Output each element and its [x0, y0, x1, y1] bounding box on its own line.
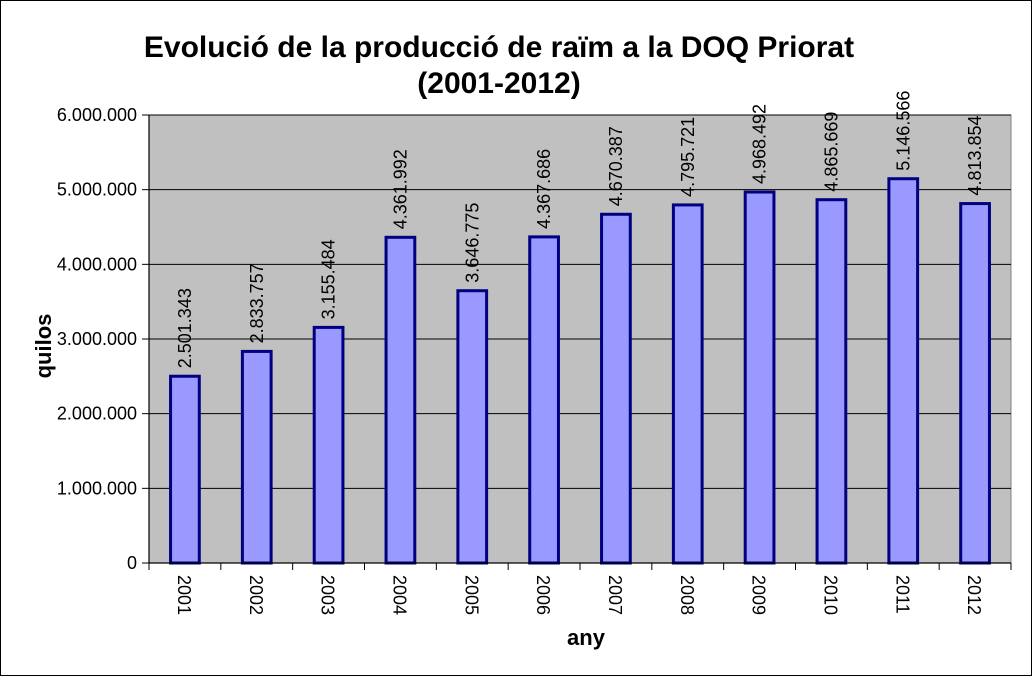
data-label-2007: 4.670.387 — [606, 126, 626, 206]
bars — [169, 177, 991, 565]
bar-2004 — [384, 235, 417, 565]
x-tick-label: 2004 — [389, 575, 409, 615]
x-tick-label: 2002 — [246, 575, 266, 615]
x-tick-label: 2007 — [605, 575, 625, 615]
y-tick-label: 6.000.000 — [57, 105, 137, 125]
x-tick-label: 2005 — [461, 575, 481, 615]
y-tick-label: 0 — [127, 553, 137, 573]
y-tick-label: 5.000.000 — [57, 180, 137, 200]
data-label-2003: 3.155.484 — [319, 239, 339, 319]
bar-2011 — [887, 177, 920, 565]
y-tick-label: 2.000.000 — [57, 404, 137, 424]
data-label-2002: 2.833.757 — [247, 263, 267, 343]
chart-title-line2: (2001-2012) — [417, 67, 580, 100]
bar-2007 — [600, 212, 632, 565]
x-tick-label: 2012 — [964, 575, 984, 615]
x-tick-label: 2001 — [174, 575, 194, 615]
data-label-2010: 4.865.669 — [821, 112, 841, 192]
bar-2002 — [240, 349, 273, 565]
y-axis-title: quilos — [31, 314, 56, 379]
y-tick-label: 4.000.000 — [57, 254, 137, 274]
x-tick-label: 2009 — [749, 575, 769, 615]
data-label-2012: 4.813.854 — [965, 115, 985, 195]
bar-2003 — [312, 325, 345, 565]
y-tick-label: 1.000.000 — [57, 478, 137, 498]
bar-2012 — [959, 202, 991, 565]
chart-title-line1: Evolució de la producció de raïm a la DO… — [144, 31, 854, 64]
x-axis-ticks: 2001 2002 2003 2004 2005 2006 2007 2008 2009 2010… — [148, 563, 1012, 615]
x-tick-label: 2006 — [533, 575, 553, 615]
y-axis-ticks: 0 1.000.000 2.000.000 3.000.000 4.000.000 5.0… — [57, 105, 149, 573]
data-label-2008: 4.795.721 — [678, 117, 698, 197]
data-label-2005: 3.646.775 — [462, 203, 482, 283]
bar-2001 — [169, 374, 201, 565]
x-tick-label: 2008 — [677, 575, 697, 615]
x-tick-label: 2010 — [820, 575, 840, 615]
data-labels: 2.501.343 2.833.757 3.155.484 4.361.992 3.64… — [175, 91, 985, 369]
data-label-2001: 2.501.343 — [175, 288, 195, 368]
data-label-2011: 5.146.566 — [893, 91, 913, 171]
bar-2006 — [528, 235, 560, 565]
bar-2008 — [671, 203, 704, 565]
x-tick-label: 2003 — [318, 575, 338, 615]
x-tick-label: 2011 — [892, 575, 912, 614]
gridlines — [149, 114, 1011, 489]
x-axis-title: any — [567, 625, 606, 650]
bar-2010 — [815, 198, 848, 565]
data-label-2004: 4.361.992 — [390, 149, 410, 229]
data-label-2006: 4.367.686 — [534, 149, 554, 229]
bar-2009 — [743, 190, 776, 565]
data-label-2009: 4.968.492 — [750, 104, 770, 184]
bar-2005 — [456, 289, 489, 565]
y-tick-label: 3.000.000 — [57, 329, 137, 349]
